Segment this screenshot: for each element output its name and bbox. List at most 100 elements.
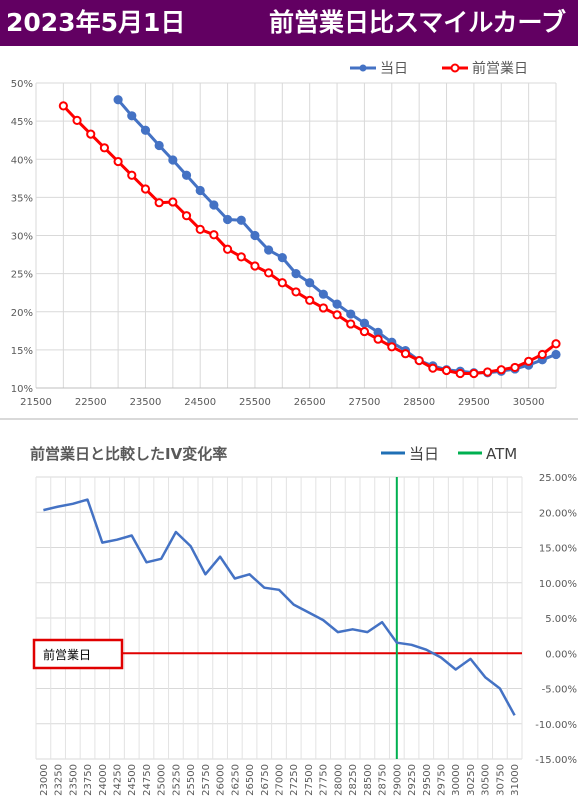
smile-x-tick-label: 29500 [458,397,490,408]
smile-prev-day-point [347,320,354,327]
smile-prev-day-point [87,130,94,137]
smile-prev-day-point [552,340,559,347]
iv-x-tick-label: 28250 [348,764,359,796]
iv-x-tick-label: 24250 [113,764,124,796]
iv-x-tick-label: 27250 [289,764,300,796]
smile-prev-day-point [539,351,546,358]
smile-x-tick-label: 28500 [403,397,435,408]
smile-prev-day-point [279,279,286,286]
smile-x-tick-label: 24500 [184,397,216,408]
smile-prev-day-point [238,253,245,260]
iv-y-tick-label: 25.00% [539,473,577,484]
iv-x-tick-label: 29000 [392,764,403,796]
iv-y-tick-label: 5.00% [545,614,577,625]
smile-prev-day-point [443,367,450,374]
smile-y-tick-label: 30% [11,232,33,243]
smile-today-point [320,291,327,298]
iv-change-panel: 前営業日と比較したIV変化率 25.00%20.00%15.00%10.00%5… [0,420,578,802]
smile-prev-day-point [128,172,135,179]
smile-today-point [279,254,286,261]
smile-y-tick-label: 20% [11,308,33,319]
iv-x-tick-label: 30000 [451,764,462,796]
iv-y-tick-label: 0.00% [545,649,577,660]
smile-today-point [224,216,231,223]
smile-prev-day-point [375,336,382,343]
iv-x-tick-label: 26000 [216,764,227,796]
legend-prev-label: 前営業日 [472,60,528,77]
smile-prev-day-point [361,328,368,335]
smile-y-tick-label: 10% [11,384,33,395]
iv-x-tick-label: 28500 [363,764,374,796]
report-title: 前営業日比スマイルカーブ [269,3,566,43]
smile-prev-day-point [142,185,149,192]
smile-prev-day-point [169,198,176,205]
iv-y-tick-label: 15.00% [539,544,577,555]
smile-prev-day-point [292,288,299,295]
smile-prev-day-point [484,368,491,375]
iv-x-tick-label: 30500 [481,764,492,796]
smile-x-tick-label: 26500 [294,397,326,408]
iv-chart-title: 前営業日と比較したIV変化率 [30,445,227,463]
smile-today-point [333,301,340,308]
smile-today-point [115,96,122,103]
legend-today-label: 当日 [380,61,408,77]
iv-x-tick-label: 23000 [39,764,50,796]
smile-prev-day-point [101,144,108,151]
iv-x-tick-label: 29750 [437,764,448,796]
smile-today-point [210,201,217,208]
smile-today-point [156,142,163,149]
smile-prev-day-point [197,226,204,233]
smile-prev-day-point [457,370,464,377]
legend-today-marker [360,65,367,72]
iv-x-tick-label: 24500 [127,764,138,796]
smile-x-tick-label: 22500 [75,397,107,408]
smile-today-point [292,270,299,277]
iv-x-tick-label: 30750 [495,764,506,796]
iv-x-tick-label: 29500 [422,764,433,796]
iv-x-tick-label: 28000 [333,764,344,796]
smile-today-point [347,310,354,317]
smile-prev-day-point [156,199,163,206]
smile-prev-day-point [498,366,505,373]
iv-x-tick-label: 25500 [186,764,197,796]
iv-x-tick-label: 23500 [68,764,79,796]
iv-x-tick-label: 27000 [275,764,286,796]
smile-prev-day-point [320,304,327,311]
smile-today-point [361,320,368,327]
smile-prev-day-point [470,370,477,377]
smile-today-point [251,232,258,239]
smile-prev-day-point [388,343,395,350]
iv-grid [36,477,522,759]
smile-prev-day-point [429,365,436,372]
iv-x-tick-label: 26500 [245,764,256,796]
iv-legend: 当日 ATM [381,445,517,463]
iv-y-tick-label: 10.00% [539,579,577,590]
smile-today-point [169,156,176,163]
smile-y-ticks: 10%15%20%25%30%35%40%45%50% [11,79,33,395]
smile-prev-day-point [306,297,313,304]
smile-prev-day-point [224,246,231,253]
smile-prev-day-point [210,231,217,238]
iv-today-line [43,500,514,716]
iv-y-tick-label: -10.00% [535,720,577,731]
smile-y-tick-label: 15% [11,346,33,357]
legend-iv-today-label: 当日 [409,445,439,463]
smile-x-tick-label: 27500 [349,397,381,408]
smile-today-point [552,351,559,358]
smile-today-point [183,172,190,179]
prev-day-annotation: 前営業日 [34,640,122,668]
smile-y-tick-label: 50% [11,79,33,90]
iv-y-ticks: 25.00%20.00%15.00%10.00%5.00%0.00%-5.00%… [535,473,577,766]
iv-x-tick-label: 25250 [171,764,182,796]
smile-today-point [128,112,135,119]
smile-today-point [265,246,272,253]
iv-x-tick-label: 23250 [54,764,65,796]
iv-x-tick-label: 26750 [260,764,271,796]
iv-x-tick-label: 23750 [83,764,94,796]
smile-prev-day-point [511,364,518,371]
smile-y-tick-label: 25% [11,270,33,281]
smile-y-tick-label: 45% [11,117,33,128]
smile-x-tick-label: 23500 [130,397,162,408]
report-date: 2023年5月1日 [6,3,185,43]
